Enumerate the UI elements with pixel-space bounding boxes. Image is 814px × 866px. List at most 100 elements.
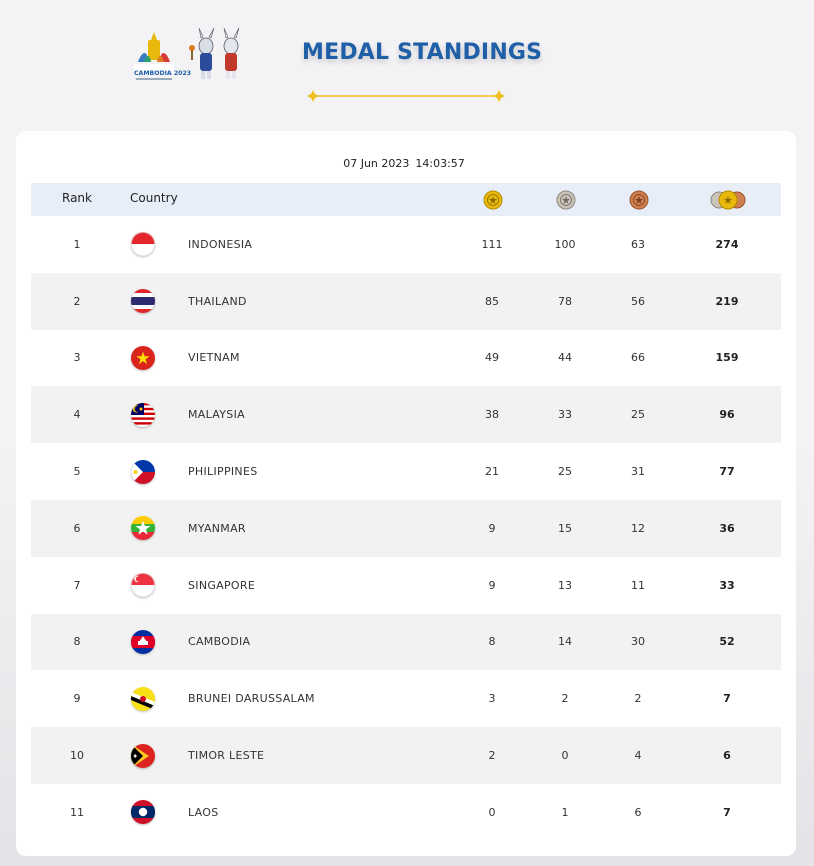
column-header-rank: Rank (62, 191, 92, 205)
gold-count-cell: 21 (485, 465, 499, 479)
silver-count-cell: 44 (558, 351, 572, 365)
bronze-count-cell: 2 (634, 692, 642, 706)
rank-cell: 11 (70, 805, 84, 819)
silver-count-cell: 78 (558, 294, 572, 308)
table-row: 8 CAMBODIA 8 14 30 52 (31, 613, 781, 671)
total-count-cell: 6 (723, 749, 731, 763)
bronze-medal-icon (629, 190, 649, 214)
country-name-cell: VIETNAM (188, 351, 240, 365)
rank-cell: 3 (73, 351, 81, 365)
bronze-count-cell: 56 (631, 294, 645, 308)
country-name-cell: SINGAPORE (188, 578, 256, 592)
gold-count-cell: 111 (481, 237, 503, 251)
bronze-count-cell: 31 (631, 465, 645, 479)
gold-count-cell: 2 (488, 749, 496, 763)
gold-medal-icon (483, 190, 503, 214)
table-row: 5 PHILIPPINES 21 25 31 77 (31, 443, 781, 500)
country-name-cell: MYANMAR (188, 521, 246, 535)
page-header: CAMBODIA 2023 MEDAL STANDINGS (0, 0, 814, 130)
table-row: 9 BRUNEI DARUSSALAM 3 2 2 7 (31, 670, 781, 727)
country-name-cell: MALAYSIA (188, 408, 245, 422)
country-name-cell: INDONESIA (188, 237, 253, 251)
flag-brunei-icon (131, 670, 155, 727)
gold-count-cell: 8 (488, 635, 496, 649)
rank-cell: 10 (70, 749, 84, 763)
flag-laos-icon (131, 784, 155, 841)
table-row: 10 TIMOR LESTE 2 0 4 6 (31, 727, 781, 784)
total-count-cell: 7 (723, 805, 731, 819)
column-header-country: Country (130, 191, 178, 205)
silver-count-cell: 13 (558, 578, 572, 592)
gold-count-cell: 85 (485, 294, 499, 308)
page-title: MEDAL STANDINGS (302, 40, 543, 65)
silver-count-cell: 14 (558, 635, 572, 649)
flag-vietnam-icon (131, 330, 155, 387)
country-name-cell: LAOS (188, 805, 219, 819)
timestamp-time: 14:03:57 (415, 157, 465, 170)
silver-count-cell: 15 (558, 521, 572, 535)
table-header-row: Rank Country (31, 183, 781, 216)
country-name-cell: PHILIPPINES (188, 465, 258, 479)
table-row: 7 SINGAPORE 9 13 11 33 (31, 557, 781, 614)
title-underline-decoration (306, 88, 506, 104)
flag-indonesia-icon (131, 216, 155, 273)
gold-count-cell: 3 (488, 692, 496, 706)
bronze-count-cell: 12 (631, 521, 645, 535)
silver-medal-icon (556, 190, 576, 214)
table-row: 11 LAOS 0 1 6 7 (31, 784, 781, 841)
table-row: 1 INDONESIA 111 100 63 274 (31, 216, 781, 273)
bronze-count-cell: 63 (631, 237, 645, 251)
silver-count-cell: 33 (558, 408, 572, 422)
bronze-count-cell: 30 (631, 635, 645, 649)
timestamp-date: 07 Jun 2023 (343, 157, 410, 170)
table-row: 6 MYANMAR 9 15 12 36 (31, 499, 781, 557)
silver-count-cell: 1 (561, 805, 569, 819)
rank-cell: 4 (73, 408, 81, 422)
flag-timor-leste-icon (131, 727, 155, 784)
table-row: 4 MALAYSIA 38 33 25 96 (31, 386, 781, 444)
total-count-cell: 159 (715, 351, 739, 365)
total-count-cell: 33 (719, 578, 735, 592)
bronze-count-cell: 4 (634, 749, 642, 763)
rank-cell: 2 (73, 294, 81, 308)
bronze-count-cell: 6 (634, 805, 642, 819)
rank-cell: 8 (73, 635, 81, 649)
country-name-cell: THAILAND (188, 294, 247, 308)
silver-count-cell: 2 (561, 692, 569, 706)
gold-count-cell: 9 (488, 521, 496, 535)
gold-count-cell: 38 (485, 408, 499, 422)
country-name-cell: TIMOR LESTE (188, 749, 265, 763)
flag-philippines-icon (131, 443, 155, 500)
flag-myanmar-icon (131, 500, 155, 557)
last-updated-timestamp: 07 Jun 2023 14:03:57 (0, 157, 811, 170)
total-medals-icon (709, 190, 747, 214)
flag-singapore-icon (131, 557, 155, 614)
country-name-cell: BRUNEI DARUSSALAM (188, 692, 315, 706)
flag-thailand-icon (131, 273, 155, 330)
bronze-count-cell: 66 (631, 351, 645, 365)
flag-cambodia-icon (131, 614, 155, 671)
flag-malaysia-icon (131, 386, 155, 443)
sea-games-logo-icon: CAMBODIA 2023 (134, 27, 244, 84)
silver-count-cell: 25 (558, 465, 572, 479)
rank-cell: 7 (73, 578, 81, 592)
silver-count-cell: 0 (561, 749, 569, 763)
rank-cell: 6 (73, 521, 81, 535)
total-count-cell: 274 (715, 237, 739, 251)
total-count-cell: 7 (723, 692, 731, 706)
silver-count-cell: 100 (554, 237, 576, 251)
gold-count-cell: 9 (488, 578, 496, 592)
rank-cell: 9 (73, 692, 81, 706)
bronze-count-cell: 25 (631, 408, 645, 422)
standings-table-body: 1 INDONESIA 111 100 63 274 2 THAILAND 85 78 56 219 3… (31, 216, 781, 841)
rank-cell: 5 (73, 465, 81, 479)
gold-count-cell: 0 (488, 805, 496, 819)
logo-text: CAMBODIA 2023 (134, 70, 191, 77)
total-count-cell: 96 (719, 408, 735, 422)
rank-cell: 1 (73, 237, 81, 251)
total-count-cell: 219 (715, 294, 739, 308)
table-row: 2 THAILAND 85 78 56 219 (31, 272, 781, 330)
total-count-cell: 52 (719, 635, 735, 649)
table-row: 3 VIETNAM 49 44 66 159 (31, 330, 781, 387)
total-count-cell: 36 (719, 521, 735, 535)
